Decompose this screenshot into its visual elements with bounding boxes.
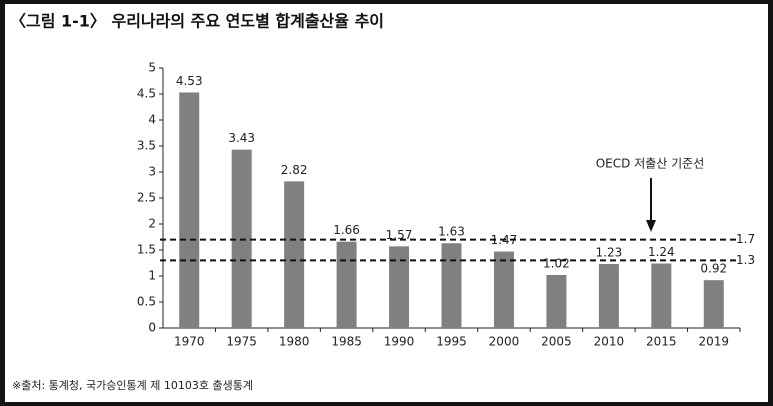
y-tick-label: 2.5 xyxy=(137,191,156,205)
y-tick-label: 1.5 xyxy=(137,243,156,257)
value-label: 1.23 xyxy=(596,246,623,260)
annotation: OECD 저출산 기준선 xyxy=(596,157,705,171)
bar xyxy=(389,246,410,328)
chart-title: 〈그림 1-1〉 우리나라의 주요 연도별 합계출산율 추이 xyxy=(10,12,384,31)
x-tick-label: 2005 xyxy=(541,335,572,349)
value-label: 0.92 xyxy=(700,262,727,276)
x-tick-label: 2000 xyxy=(489,335,520,349)
bar xyxy=(651,263,672,328)
reference-label: 1.7 xyxy=(736,232,755,246)
value-label: 2.82 xyxy=(281,163,308,177)
x-tick-label: 2019 xyxy=(698,335,729,349)
value-label: 4.53 xyxy=(176,74,203,88)
x-tick-label: 2015 xyxy=(646,335,677,349)
x-tick-label: 1970 xyxy=(174,335,205,349)
bar xyxy=(493,251,514,328)
x-tick-label: 1990 xyxy=(384,335,415,349)
bar xyxy=(441,243,462,328)
y-tick-label: 0.5 xyxy=(137,295,156,309)
arrow-head xyxy=(646,220,656,232)
bar xyxy=(284,181,305,328)
y-tick-label: 3.5 xyxy=(137,139,156,153)
y-tick-label: 3 xyxy=(148,165,156,179)
panel xyxy=(5,4,768,402)
bar xyxy=(598,264,619,328)
y-tick-label: 2 xyxy=(148,217,156,231)
bar xyxy=(703,280,724,328)
source-note: ※출처: 통계청, 국가승인통계 제 10103호 출생통계 xyxy=(12,379,253,392)
value-label: 1.63 xyxy=(438,225,465,239)
value-label: 1.24 xyxy=(648,245,675,259)
y-tick-label: 0 xyxy=(148,321,156,335)
y-tick-label: 4.5 xyxy=(137,87,156,101)
reference-label: 1.3 xyxy=(736,253,755,267)
bar xyxy=(336,241,357,328)
value-label: 3.43 xyxy=(228,131,255,145)
value-label: 1.66 xyxy=(333,223,360,237)
y-tick-label: 1 xyxy=(148,269,156,283)
x-tick-label: 1980 xyxy=(279,335,310,349)
y-tick-label: 5 xyxy=(148,61,156,75)
x-tick-label: 2010 xyxy=(594,335,625,349)
value-label: 1.02 xyxy=(543,256,570,270)
y-tick-label: 4 xyxy=(148,113,156,127)
x-tick-label: 1985 xyxy=(331,335,362,349)
bar xyxy=(546,274,567,328)
x-tick-label: 1975 xyxy=(226,335,257,349)
bar xyxy=(179,92,200,328)
value-label: 1.57 xyxy=(386,228,413,242)
x-tick-label: 1995 xyxy=(436,335,467,349)
